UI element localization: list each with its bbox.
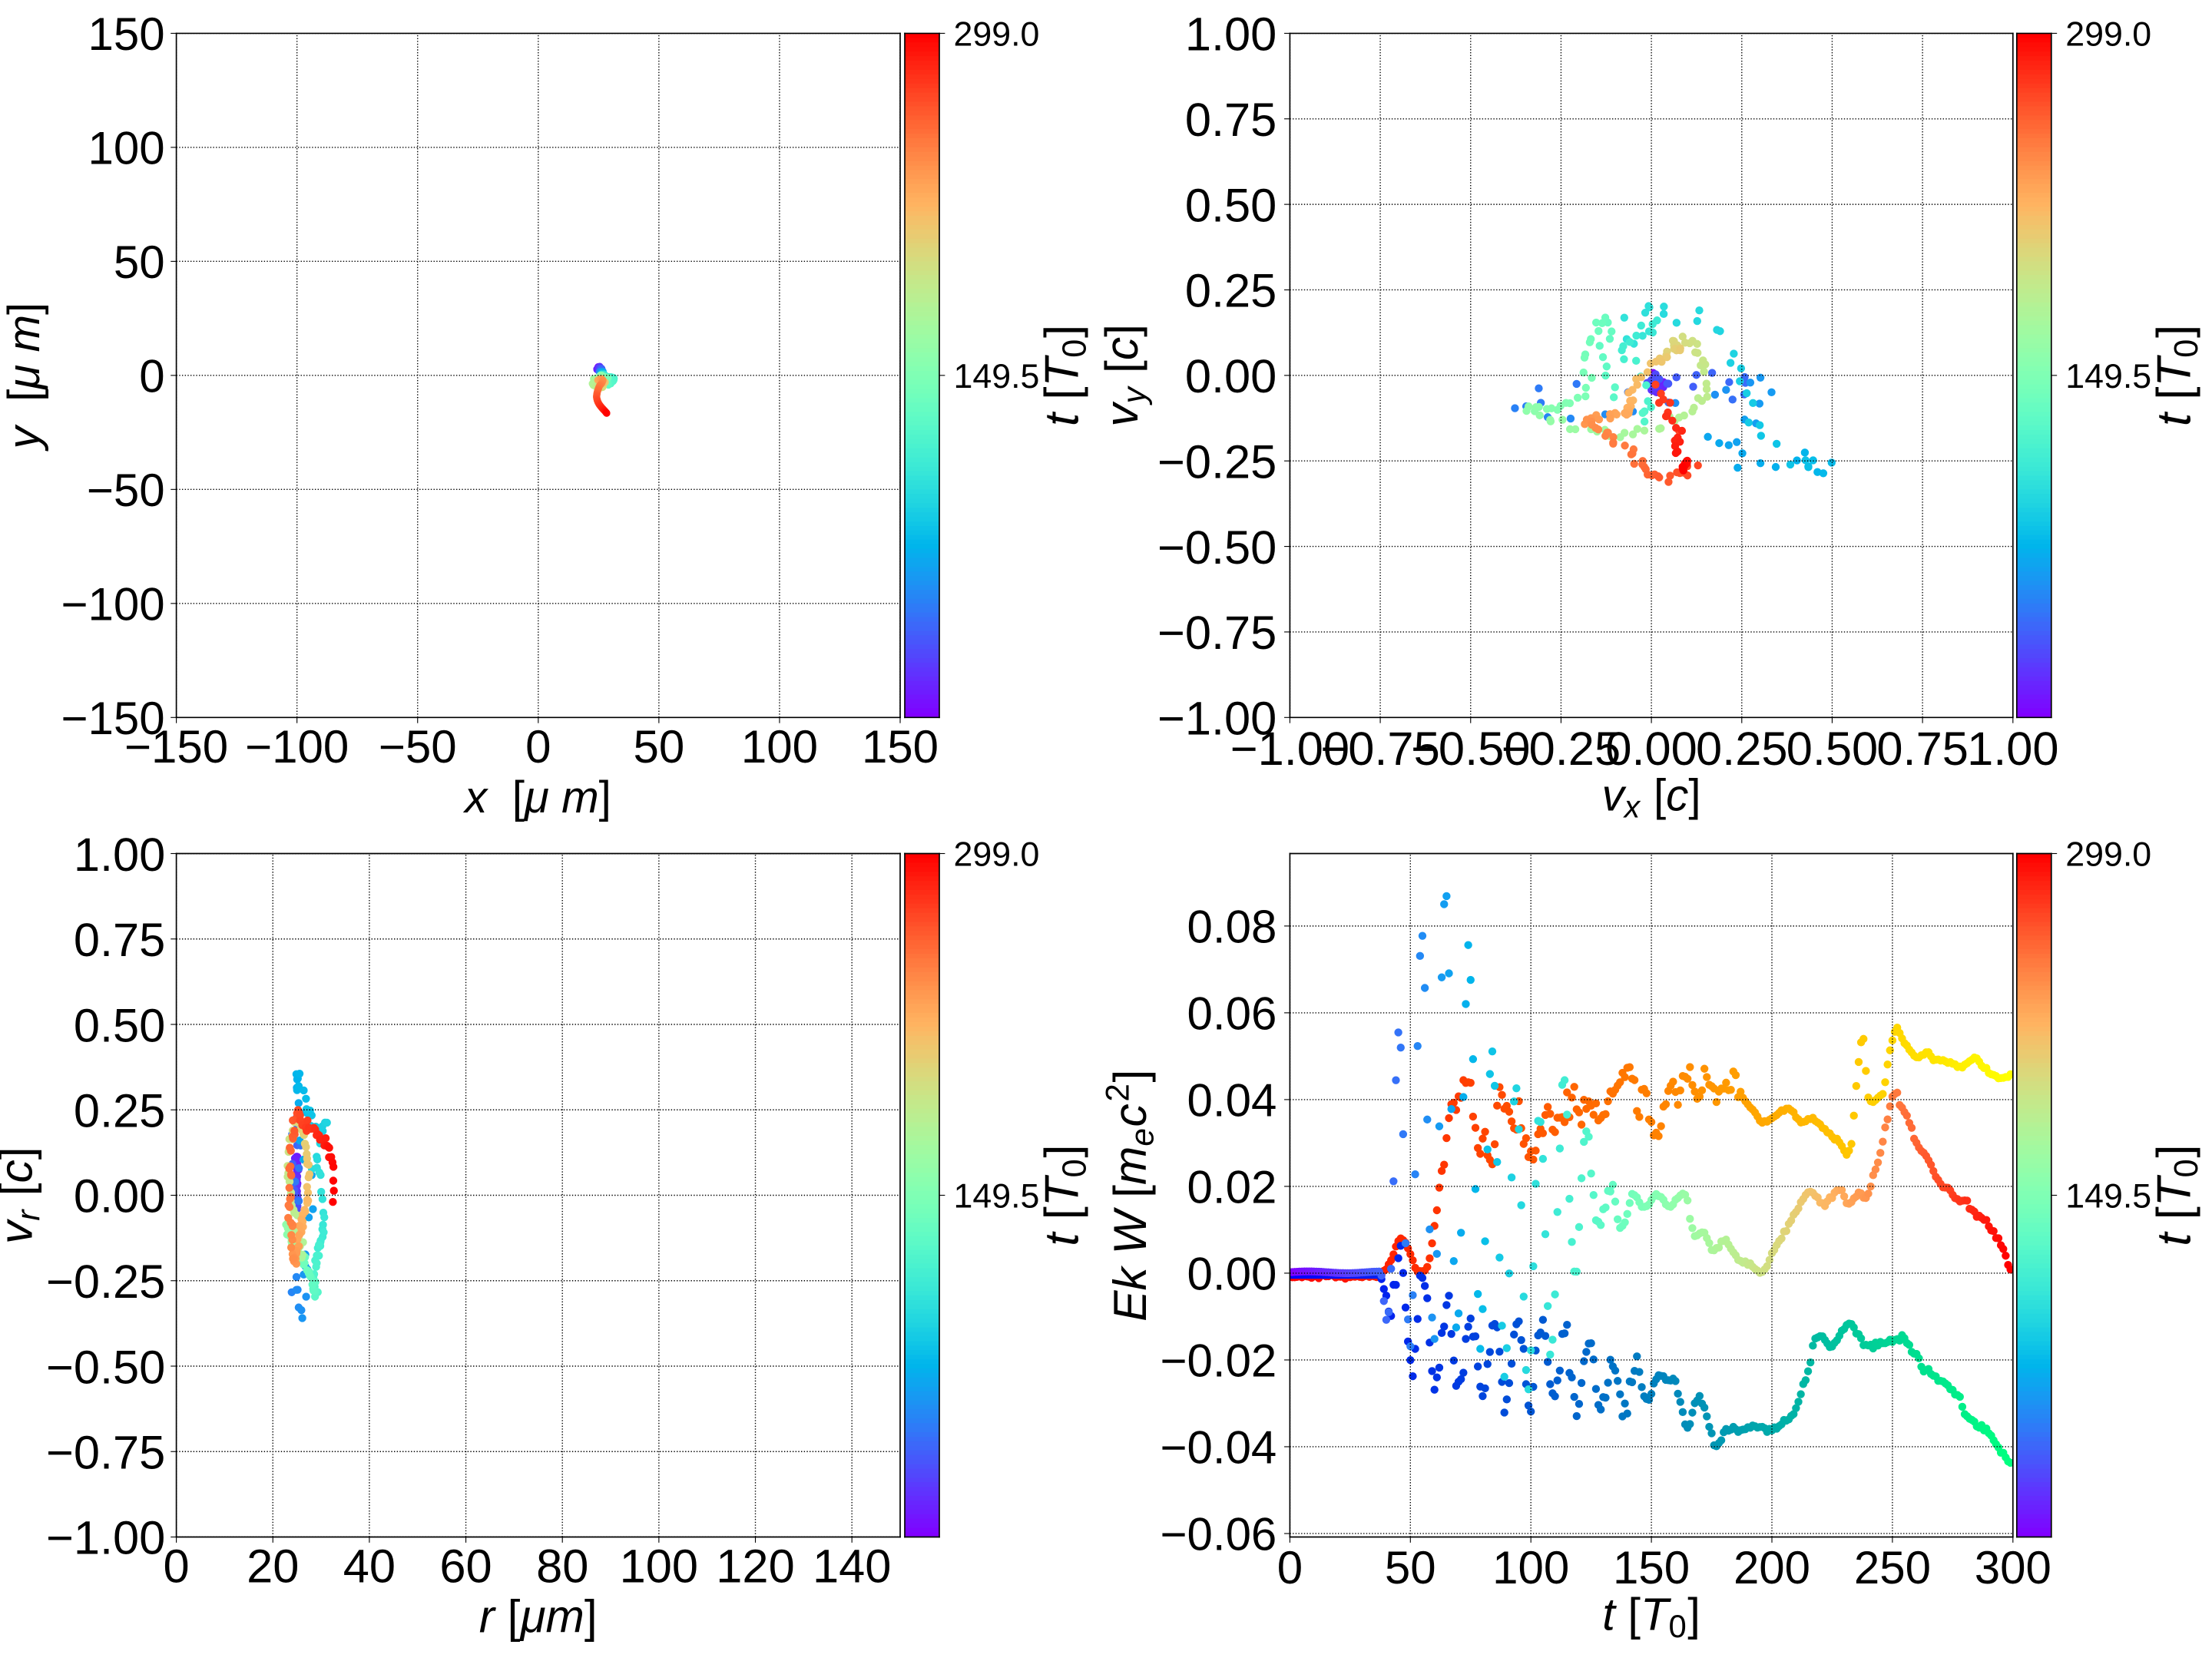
svg-text:50: 50 bbox=[114, 237, 165, 288]
svg-text:150: 150 bbox=[1613, 1542, 1690, 1593]
svg-text:−1.00: −1.00 bbox=[1230, 723, 1349, 776]
svg-text:0: 0 bbox=[525, 721, 551, 773]
svg-text:0.50: 0.50 bbox=[1786, 723, 1878, 776]
svg-text:v c y [ ]: v c y [ ] bbox=[1095, 324, 1152, 427]
svg-text:0.50: 0.50 bbox=[74, 999, 165, 1052]
svg-text:149.5: 149.5 bbox=[953, 358, 1039, 395]
svg-text:1.00: 1.00 bbox=[74, 829, 165, 882]
svg-text:0.75: 0.75 bbox=[1185, 94, 1277, 147]
svg-text:0: 0 bbox=[164, 1540, 190, 1593]
svg-text:140: 140 bbox=[813, 1540, 891, 1593]
svg-text:t T [ ] 0: t T [ ] 0 bbox=[1036, 1140, 1094, 1246]
svg-text:−0.25: −0.25 bbox=[46, 1256, 165, 1309]
svg-text:−150: −150 bbox=[124, 721, 228, 773]
svg-text:299.0: 299.0 bbox=[2065, 16, 2151, 54]
svg-text:−0.25: −0.25 bbox=[1502, 723, 1621, 776]
svg-text:0.00: 0.00 bbox=[1187, 1249, 1277, 1300]
svg-text:0.25: 0.25 bbox=[1185, 265, 1277, 318]
svg-text:80: 80 bbox=[536, 1540, 588, 1593]
svg-text:−0.06: −0.06 bbox=[1160, 1509, 1277, 1560]
svg-text:0.25: 0.25 bbox=[1696, 723, 1787, 776]
svg-text:120: 120 bbox=[716, 1540, 794, 1593]
svg-text:149.5: 149.5 bbox=[953, 1178, 1039, 1216]
svg-text:0.00: 0.00 bbox=[74, 1170, 165, 1223]
svg-text:20: 20 bbox=[247, 1540, 299, 1593]
svg-text:0: 0 bbox=[1277, 1542, 1303, 1593]
svg-text:−0.50: −0.50 bbox=[1157, 521, 1277, 574]
svg-text:−0.75: −0.75 bbox=[46, 1427, 165, 1480]
svg-text:0.75: 0.75 bbox=[1876, 723, 1968, 776]
svg-text:40: 40 bbox=[343, 1540, 396, 1593]
svg-text:0.04: 0.04 bbox=[1187, 1075, 1277, 1127]
svg-text:y μ m [ ]: y μ m [ ] bbox=[0, 303, 49, 452]
svg-text:r μ m [ ]: r μ m [ ] bbox=[479, 1590, 598, 1642]
svg-text:0: 0 bbox=[139, 351, 164, 402]
svg-text:0.25: 0.25 bbox=[74, 1084, 165, 1137]
svg-text:−50: −50 bbox=[379, 721, 457, 773]
svg-text:t T [ ] 0: t T [ ] 0 bbox=[2147, 1140, 2205, 1246]
svg-text:−150: −150 bbox=[61, 693, 164, 744]
svg-text:0.50: 0.50 bbox=[1185, 179, 1277, 232]
svg-text:60: 60 bbox=[439, 1540, 492, 1593]
svg-text:−0.04: −0.04 bbox=[1160, 1422, 1277, 1474]
svg-text:−0.25: −0.25 bbox=[1157, 435, 1277, 488]
svg-text:−1.00: −1.00 bbox=[46, 1512, 165, 1565]
svg-text:−0.50: −0.50 bbox=[46, 1341, 165, 1394]
svg-text:−50: −50 bbox=[87, 465, 165, 516]
svg-text:100: 100 bbox=[88, 123, 164, 174]
svg-text:0.75: 0.75 bbox=[74, 914, 165, 967]
svg-text:100: 100 bbox=[620, 1540, 698, 1593]
svg-text:1.00: 1.00 bbox=[1185, 8, 1277, 61]
svg-text:100: 100 bbox=[1492, 1542, 1569, 1593]
svg-text:299.0: 299.0 bbox=[953, 836, 1039, 874]
svg-text:250: 250 bbox=[1854, 1542, 1931, 1593]
svg-text:v c r [ ]: v c r [ ] bbox=[0, 1147, 46, 1243]
svg-text:t T [ ] 0: t T [ ] 0 bbox=[1602, 1589, 1704, 1644]
svg-text:50: 50 bbox=[1385, 1542, 1436, 1593]
svg-text:50: 50 bbox=[633, 721, 684, 773]
svg-text:149.5: 149.5 bbox=[2065, 358, 2151, 395]
svg-text:−0.02: −0.02 bbox=[1160, 1335, 1277, 1387]
svg-text:0.06: 0.06 bbox=[1187, 988, 1277, 1040]
svg-text:150: 150 bbox=[862, 721, 939, 773]
svg-text:−0.75: −0.75 bbox=[1157, 607, 1277, 660]
svg-text:t T [ ] 0: t T [ ] 0 bbox=[2147, 320, 2205, 426]
svg-text:100: 100 bbox=[741, 721, 818, 773]
svg-text:149.5: 149.5 bbox=[2065, 1178, 2151, 1216]
svg-text:1.00: 1.00 bbox=[1967, 723, 2058, 776]
svg-text:299.0: 299.0 bbox=[2065, 836, 2151, 874]
svg-text:x μ m [ ]: x μ m [ ] bbox=[462, 773, 611, 822]
svg-text:−1.00: −1.00 bbox=[1157, 693, 1277, 746]
svg-text:v c x [ ]: v c x [ ] bbox=[1602, 770, 1701, 824]
svg-text:299.0: 299.0 bbox=[953, 16, 1039, 54]
svg-text:0.08: 0.08 bbox=[1187, 902, 1277, 953]
svg-text:−0.75: −0.75 bbox=[1320, 723, 1439, 776]
svg-text:−100: −100 bbox=[61, 579, 164, 630]
svg-text:0.00: 0.00 bbox=[1185, 350, 1277, 403]
svg-text:300: 300 bbox=[1975, 1542, 2051, 1593]
svg-text:0.00: 0.00 bbox=[1605, 723, 1697, 776]
svg-text:t T [ ] 0: t T [ ] 0 bbox=[1036, 320, 1094, 426]
svg-text:0.02: 0.02 bbox=[1187, 1162, 1277, 1213]
svg-text:−100: −100 bbox=[245, 721, 349, 773]
svg-text:−0.50: −0.50 bbox=[1411, 723, 1530, 776]
svg-text:E k W m c [ ] e 2: E k W m c [ ] e 2 bbox=[1099, 1065, 1160, 1322]
svg-text:200: 200 bbox=[1734, 1542, 1810, 1593]
svg-text:150: 150 bbox=[88, 8, 164, 60]
